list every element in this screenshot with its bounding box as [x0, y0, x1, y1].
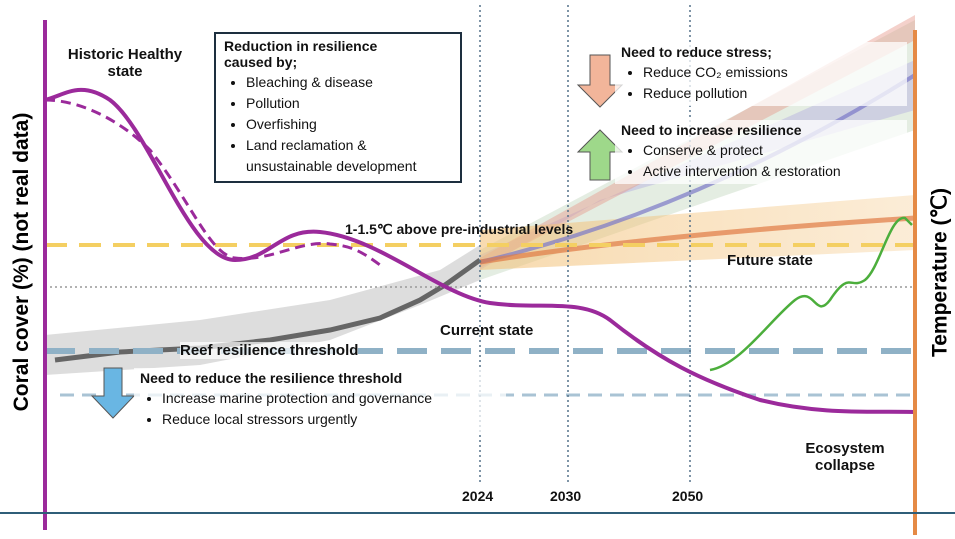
arrow-down-threshold: [90, 367, 136, 419]
box-item: Reduce pollution: [643, 83, 901, 104]
year-label: 2024: [462, 488, 494, 504]
warming-label: 1-1.5℃ above pre-industrial levels: [345, 221, 574, 237]
current-label: Current state: [440, 322, 534, 339]
stress-box: Need to reduce stress; Reduce CO₂ emissi…: [615, 42, 907, 106]
band-low: [480, 195, 915, 270]
box-title: Need to reduce stress;: [621, 44, 772, 60]
arrow-down-stress: [576, 54, 624, 108]
box-item: Bleaching & disease: [246, 72, 452, 93]
threshold-box: Need to reduce the resilience threshold …: [134, 368, 506, 432]
box-item: Reduce CO₂ emissions: [643, 62, 901, 83]
left-axis-label: Coral cover (%) (not real data): [10, 112, 33, 412]
box-item: Overfishing: [246, 114, 452, 135]
box-title: Reduction in resilience caused by;: [224, 38, 378, 70]
box-item: Land reclamation & unsustainable develop…: [246, 135, 452, 177]
temp-band: [45, 245, 480, 375]
right-axis-label: Temperature (℃): [928, 187, 952, 358]
box-item: Conserve & protect: [643, 140, 901, 161]
coral-line: [44, 88, 916, 414]
box-item: Active intervention & restoration: [643, 161, 901, 182]
box-item: Pollution: [246, 93, 452, 114]
box-item: Reduce local stressors urgently: [162, 409, 500, 430]
year-label: 2050: [672, 488, 704, 504]
coral-dashed: [44, 98, 381, 267]
arrow-up-resilience: [576, 129, 624, 181]
box-title: Need to reduce the resilience threshold: [140, 370, 403, 386]
low-scenario: [479, 215, 916, 265]
recovery-line: [709, 216, 913, 372]
historic-label: Historic Healthy state: [67, 46, 183, 80]
collapse-label: Ecosystem collapse: [805, 440, 885, 474]
resilience-box: Need to increase resilience Conserve & p…: [615, 120, 907, 184]
box-item: Increase marine protection and governanc…: [162, 388, 500, 409]
year-label: 2030: [550, 488, 582, 504]
future-label: Future state: [727, 252, 813, 269]
box-title: Need to increase resilience: [621, 122, 802, 138]
reduction-box: Reduction in resilience caused by; Bleac…: [214, 32, 462, 183]
threshold-label: Reef resilience threshold: [180, 342, 359, 359]
